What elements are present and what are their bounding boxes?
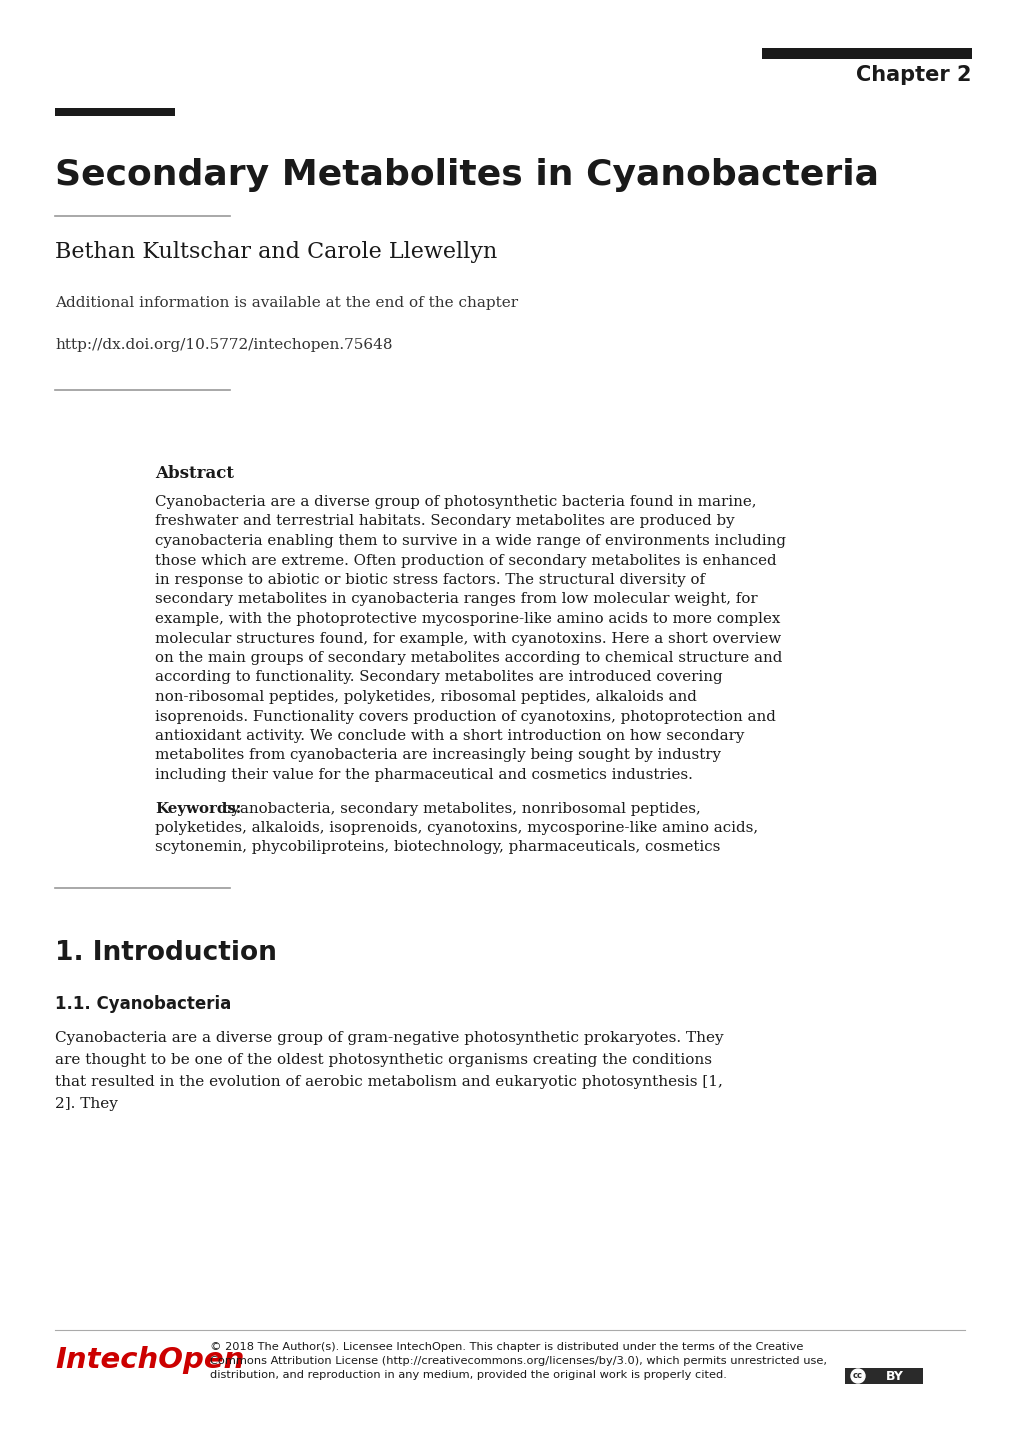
Text: antioxidant activity. We conclude with a short introduction on how secondary: antioxidant activity. We conclude with a… [155,729,744,743]
Text: © 2018 The Author(s). Licensee IntechOpen. This chapter is distributed under the: © 2018 The Author(s). Licensee IntechOpe… [210,1342,803,1352]
Text: 1. Introduction: 1. Introduction [55,940,276,966]
Text: polyketides, alkaloids, isoprenoids, cyanotoxins, mycosporine-like amino acids,: polyketides, alkaloids, isoprenoids, cya… [155,821,757,835]
Text: according to functionality. Secondary metabolites are introduced covering: according to functionality. Secondary me… [155,671,721,684]
Text: Secondary Metabolites in Cyanobacteria: Secondary Metabolites in Cyanobacteria [55,158,878,192]
Text: molecular structures found, for example, with cyanotoxins. Here a short overview: molecular structures found, for example,… [155,632,781,645]
Text: Chapter 2: Chapter 2 [856,65,971,85]
Text: Commons Attribution License (http://creativecommons.org/licenses/by/3.0), which : Commons Attribution License (http://crea… [210,1356,826,1367]
Text: Abstract: Abstract [155,465,233,482]
Text: Additional information is available at the end of the chapter: Additional information is available at t… [55,297,518,310]
Bar [761,48,971,59]
Text: 1.1. Cyanobacteria: 1.1. Cyanobacteria [55,995,231,1012]
Text: secondary metabolites in cyanobacteria ranges from low molecular weight, for: secondary metabolites in cyanobacteria r… [155,592,757,606]
Text: in response to abiotic or biotic stress factors. The structural diversity of: in response to abiotic or biotic stress … [155,573,704,588]
Text: IntechOpen: IntechOpen [55,1346,245,1374]
Text: distribution, and reproduction in any medium, provided the original work is prop: distribution, and reproduction in any me… [210,1369,727,1380]
Text: example, with the photoprotective mycosporine-like amino acids to more complex: example, with the photoprotective mycosp… [155,612,780,626]
Bar [55,108,175,117]
Text: are thought to be one of the oldest photosynthetic organisms creating the condit: are thought to be one of the oldest phot… [55,1053,711,1067]
Circle shape [850,1369,864,1382]
Text: cc: cc [852,1371,862,1381]
Text: 2]. They: 2]. They [55,1097,118,1112]
Text: Keywords:: Keywords: [155,802,242,815]
Text: those which are extreme. Often production of secondary metabolites is enhanced: those which are extreme. Often productio… [155,553,775,567]
Text: BY: BY [886,1369,903,1382]
Text: cyanobacteria, secondary metabolites, nonribosomal peptides,: cyanobacteria, secondary metabolites, no… [223,802,700,815]
Text: Bethan Kultschar and Carole Llewellyn: Bethan Kultschar and Carole Llewellyn [55,240,497,264]
Text: including their value for the pharmaceutical and cosmetics industries.: including their value for the pharmaceut… [155,768,692,782]
Text: cyanobacteria enabling them to survive in a wide range of environments including: cyanobacteria enabling them to survive i… [155,534,786,549]
Text: isoprenoids. Functionality covers production of cyanotoxins, photoprotection and: isoprenoids. Functionality covers produc… [155,710,775,723]
Text: http://dx.doi.org/10.5772/intechopen.75648: http://dx.doi.org/10.5772/intechopen.756… [55,338,392,351]
Text: Cyanobacteria are a diverse group of photosynthetic bacteria found in marine,: Cyanobacteria are a diverse group of pho… [155,495,756,508]
Text: non-ribosomal peptides, polyketides, ribosomal peptides, alkaloids and: non-ribosomal peptides, polyketides, rib… [155,690,696,704]
Text: metabolites from cyanobacteria are increasingly being sought by industry: metabolites from cyanobacteria are incre… [155,749,720,763]
Text: Cyanobacteria are a diverse group of gram-negative photosynthetic prokaryotes. T: Cyanobacteria are a diverse group of gra… [55,1031,722,1045]
Text: on the main groups of secondary metabolites according to chemical structure and: on the main groups of secondary metaboli… [155,651,782,665]
Text: freshwater and terrestrial habitats. Secondary metabolites are produced by: freshwater and terrestrial habitats. Sec… [155,514,734,528]
Bar [844,1368,922,1384]
Text: that resulted in the evolution of aerobic metabolism and eukaryotic photosynthes: that resulted in the evolution of aerobi… [55,1076,722,1089]
Text: scytonemin, phycobiliproteins, biotechnology, pharmaceuticals, cosmetics: scytonemin, phycobiliproteins, biotechno… [155,841,719,854]
